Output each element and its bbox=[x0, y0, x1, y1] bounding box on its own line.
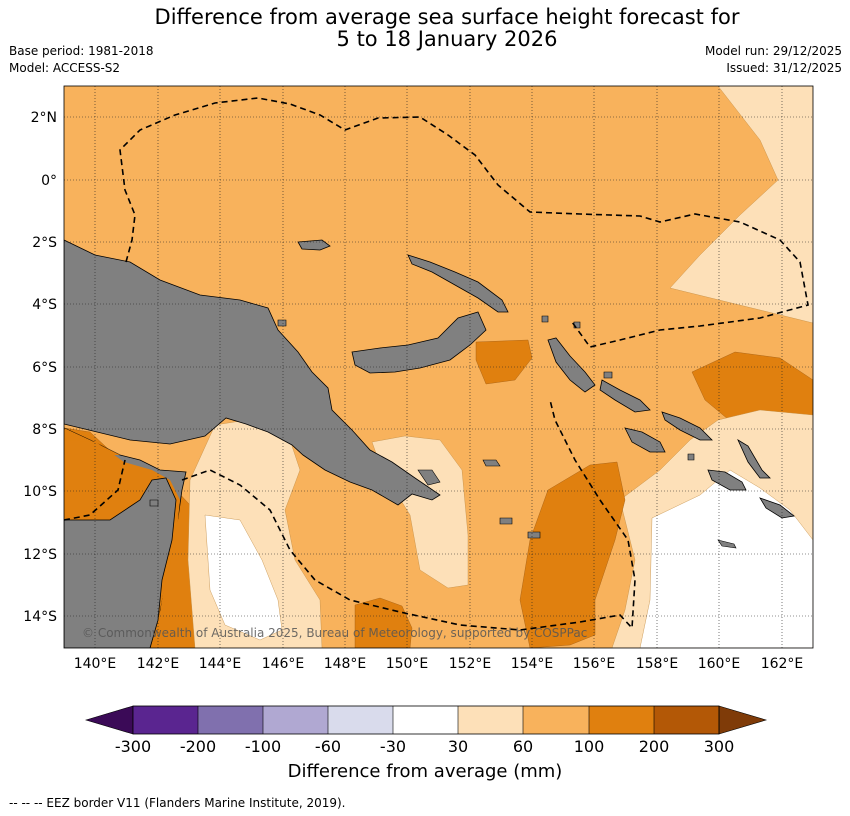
land-santa-isabel bbox=[599, 379, 651, 413]
land-bougainville bbox=[547, 337, 596, 393]
land-malaita bbox=[661, 411, 713, 441]
graticule bbox=[64, 86, 813, 648]
lon-label: 146°E bbox=[262, 656, 305, 672]
anomaly-30-60-region-northeast bbox=[669, 86, 813, 324]
lon-label: 158°E bbox=[636, 656, 679, 672]
colorbar-tick: 300 bbox=[704, 737, 735, 756]
base-period: Base period: 1981-2018 bbox=[9, 44, 154, 58]
colorbar-extend-low bbox=[84, 705, 134, 735]
lon-label: 150°E bbox=[386, 656, 429, 672]
map-title-line2: 5 to 18 January 2026 bbox=[336, 27, 558, 51]
colorbar-tick: -300 bbox=[115, 737, 151, 756]
land-cape-york-peninsula bbox=[64, 477, 177, 648]
lon-label: 160°E bbox=[698, 656, 741, 672]
colorbar-tick: -100 bbox=[245, 737, 281, 756]
colorbar: -300 -200 -100 -60 -30 30 60 100 200 300 bbox=[84, 705, 768, 756]
map-area bbox=[64, 86, 813, 648]
lat-label: 10°S bbox=[23, 484, 57, 500]
colorbar-tick: 60 bbox=[513, 737, 533, 756]
colorbar-tick: -60 bbox=[315, 737, 341, 756]
land-makira bbox=[707, 469, 747, 491]
lat-label: 2°S bbox=[32, 235, 57, 251]
eez-border bbox=[64, 97, 809, 631]
lon-label: 140°E bbox=[74, 656, 117, 672]
lon-label: 142°E bbox=[137, 656, 180, 672]
latitude-axis: 2°N 0° 2°S 4°S 6°S 8°S 10°S 12°S 14°S bbox=[23, 110, 57, 625]
colorbar-segment bbox=[393, 706, 458, 734]
lat-label: 6°S bbox=[32, 360, 57, 376]
model-run: Model run: 29/12/2025 bbox=[704, 44, 842, 58]
issued-date: Issued: 31/12/2025 bbox=[726, 61, 842, 75]
colorbar-tick: 30 bbox=[448, 737, 468, 756]
colorbar-segment bbox=[328, 706, 393, 734]
colorbar-tick: -30 bbox=[380, 737, 406, 756]
colorbar-extend-high bbox=[718, 705, 768, 735]
lat-label: 8°S bbox=[32, 422, 57, 438]
anomaly-100-200-region-central bbox=[475, 339, 533, 385]
lon-label: 148°E bbox=[324, 656, 367, 672]
land-new-guinea bbox=[64, 239, 441, 506]
colorbar-label: Difference from average (mm) bbox=[287, 761, 563, 782]
map-title-line1: Difference from average sea surface heig… bbox=[154, 5, 740, 29]
near-zero-region-west bbox=[204, 514, 283, 641]
copyright-text: © Commonwealth of Australia 2025, Bureau… bbox=[82, 626, 587, 640]
colorbar-segment bbox=[133, 706, 198, 734]
anomaly-100-200-region-coral-sea bbox=[519, 461, 626, 648]
map-frame bbox=[63, 85, 814, 649]
lon-label: 144°E bbox=[199, 656, 242, 672]
land-guadalcanal bbox=[624, 427, 666, 453]
small-islands bbox=[149, 315, 737, 549]
land-island-east bbox=[759, 497, 795, 519]
eez-legend-note: -- -- -- EEZ border V11 (Flanders Marine… bbox=[9, 796, 346, 810]
lat-label: 4°S bbox=[32, 297, 57, 313]
lat-label: 12°S bbox=[23, 547, 57, 563]
anomaly-100-200-region-south bbox=[354, 597, 413, 648]
lat-label: 2°N bbox=[31, 110, 57, 126]
colorbar-tick: 100 bbox=[574, 737, 605, 756]
colorbar-segment bbox=[458, 706, 523, 734]
colorbar-segment bbox=[263, 706, 328, 734]
land-new-britain bbox=[351, 311, 487, 374]
lon-label: 154°E bbox=[511, 656, 554, 672]
lat-label: 14°S bbox=[23, 609, 57, 625]
colorbar-segment bbox=[198, 706, 263, 734]
land-island-north-east bbox=[737, 438, 771, 479]
colorbar-segment bbox=[523, 706, 589, 734]
lat-label: 0° bbox=[41, 173, 57, 189]
lon-label: 152°E bbox=[449, 656, 492, 672]
colorbar-tick: -200 bbox=[180, 737, 216, 756]
land-new-ireland bbox=[407, 254, 509, 313]
land-manus bbox=[297, 239, 331, 251]
lon-label: 162°E bbox=[761, 656, 804, 672]
longitude-axis: 140°E 142°E 144°E 146°E 148°E 150°E 152°… bbox=[74, 656, 804, 672]
colorbar-tick: 200 bbox=[639, 737, 670, 756]
near-zero-region-southeast bbox=[639, 469, 813, 648]
colorbar-segment bbox=[589, 706, 654, 734]
lon-label: 156°E bbox=[573, 656, 616, 672]
colorbar-segment bbox=[654, 706, 719, 734]
model-name: Model: ACCESS-S2 bbox=[9, 61, 121, 75]
